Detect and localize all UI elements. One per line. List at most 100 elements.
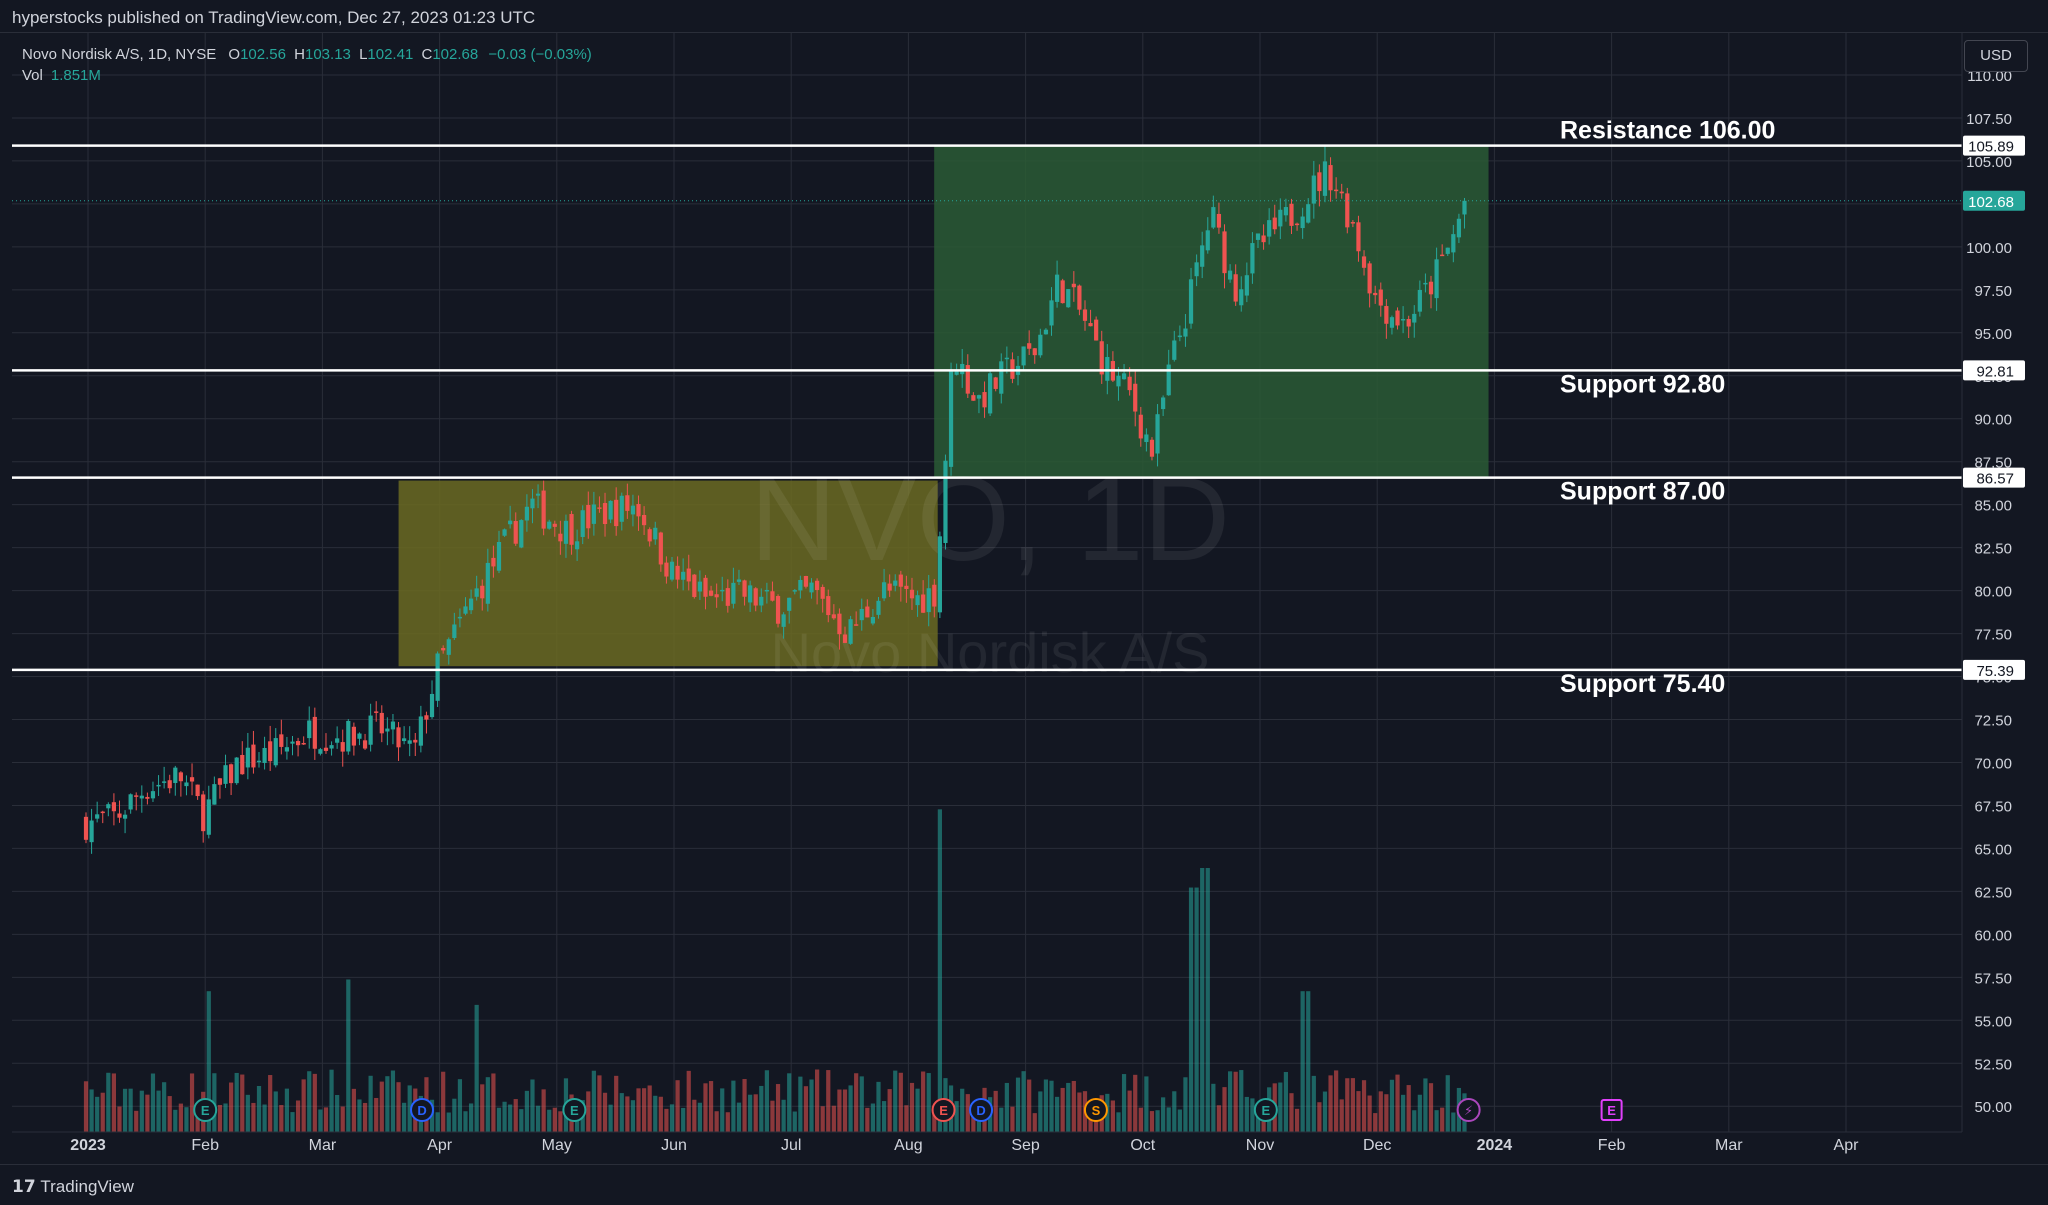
volume-legend: Vol 1.851M (22, 67, 101, 84)
volume-bar (256, 1086, 262, 1132)
candle-body (480, 585, 485, 599)
candle-body (1094, 319, 1099, 341)
candle-body (982, 392, 987, 408)
candle-body (251, 744, 256, 768)
event-marker-dividend[interactable]: D (969, 1098, 994, 1122)
level-annotation: Support 87.00 (1560, 478, 1725, 506)
price-tick-label: 70.00 (1974, 755, 2012, 772)
watermark-name: Novo Nordisk A/S (771, 621, 1210, 684)
volume-bar (608, 1104, 613, 1132)
symbol-name[interactable]: Novo Nordisk A/S, 1D, NYSE (22, 46, 217, 63)
event-marker-earnings[interactable]: E (1253, 1098, 1278, 1122)
volume-bar (1283, 1072, 1289, 1132)
candle-body (485, 562, 490, 604)
event-marker-news[interactable]: ⚡ (1456, 1098, 1481, 1122)
candle-body (301, 742, 306, 745)
candle-body (1440, 254, 1445, 257)
volume-bar (1412, 1110, 1417, 1132)
candle-body (156, 784, 161, 787)
event-marker-earnings[interactable]: E (562, 1098, 587, 1122)
candle-body (1294, 223, 1300, 226)
candle-body (887, 583, 892, 591)
volume-bar (1322, 1091, 1328, 1132)
volume-bar (1395, 1074, 1400, 1132)
candle-body (1027, 343, 1032, 349)
event-marker-earnings-upcoming[interactable]: E (1600, 1099, 1623, 1121)
volume-bar (1032, 1113, 1037, 1132)
volume-bar (195, 1109, 200, 1132)
currency-button[interactable]: USD (1964, 40, 2028, 72)
candle-body (1233, 274, 1238, 302)
candle-body (697, 581, 703, 592)
volume-bar (591, 1070, 596, 1132)
volume-bar (781, 1099, 786, 1132)
candle-body (653, 527, 658, 540)
volume-bar (189, 1073, 195, 1132)
volume-bar (748, 1094, 753, 1132)
tradingview-logo[interactable]: 𝟭𝟳 TradingView (12, 1177, 134, 1197)
candle-body (474, 588, 479, 597)
candle-body (591, 504, 596, 524)
candle-body (764, 589, 769, 592)
volume-bar (1423, 1078, 1428, 1132)
time-axis: 2023 Feb Mar Apr May Jun Jul Aug Sep Oct Nov Dec 202… (12, 1131, 1962, 1154)
price-tick-label: 107.50 (1966, 111, 2012, 128)
candle-body (630, 505, 636, 515)
candle-body (976, 395, 982, 399)
volume-bar (117, 1106, 122, 1132)
close-value: 102.68 (432, 46, 479, 63)
volume-bar (831, 1105, 836, 1132)
volume-bar (792, 1111, 797, 1132)
volume-bar (262, 1104, 267, 1132)
candle-body (792, 590, 797, 592)
volume-bar (809, 1079, 814, 1132)
price-tick-label: 110.00 (1967, 68, 2012, 85)
event-marker-split[interactable]: S (1083, 1098, 1108, 1122)
event-marker-earnings[interactable]: E (193, 1098, 218, 1122)
candle-body (117, 813, 122, 818)
volume-bar (547, 1109, 552, 1132)
volume-bar (284, 1088, 290, 1132)
candle-body (145, 796, 150, 799)
volume-bar (1038, 1091, 1043, 1132)
volume-bar (753, 1094, 758, 1132)
volume-bar (1406, 1085, 1411, 1132)
volume-bar (122, 1088, 128, 1132)
volume-bar (926, 1073, 931, 1132)
candle-body (524, 506, 529, 521)
candle-body (1300, 216, 1305, 229)
candle-body (1060, 280, 1065, 304)
candle-body (641, 514, 647, 526)
time-tick-label: Nov (1246, 1137, 1274, 1154)
candle-body (429, 693, 435, 718)
volume-bar (1367, 1095, 1372, 1132)
volume-bar (368, 1075, 373, 1132)
candle-body (1211, 207, 1216, 228)
event-marker-earnings[interactable]: E (931, 1098, 956, 1122)
volume-bar (452, 1098, 457, 1132)
volume-bar (1021, 1071, 1026, 1132)
volume-bar (346, 979, 351, 1132)
candle-body (602, 503, 608, 525)
candle-body (1456, 218, 1462, 238)
volume-bar (145, 1094, 150, 1132)
volume-bar (893, 1070, 898, 1132)
candle-body (1378, 289, 1383, 306)
volume-bar (999, 1107, 1004, 1132)
volume-bar (390, 1070, 396, 1132)
volume-bar (1339, 1099, 1344, 1132)
green-zone (934, 145, 1489, 478)
volume-bar (881, 1101, 887, 1132)
volume-bar (1278, 1082, 1283, 1132)
candle-body (1417, 289, 1422, 312)
candle-body (1071, 283, 1076, 288)
event-marker-letter: ⚡ (1464, 1103, 1473, 1118)
candle-body (1361, 256, 1367, 268)
candle-body (965, 365, 970, 394)
time-tick-label: May (542, 1137, 572, 1154)
volume-bar (100, 1092, 105, 1132)
volume-bar (775, 1084, 781, 1132)
candle-body (1306, 204, 1311, 223)
event-marker-dividend[interactable]: D (410, 1098, 435, 1122)
